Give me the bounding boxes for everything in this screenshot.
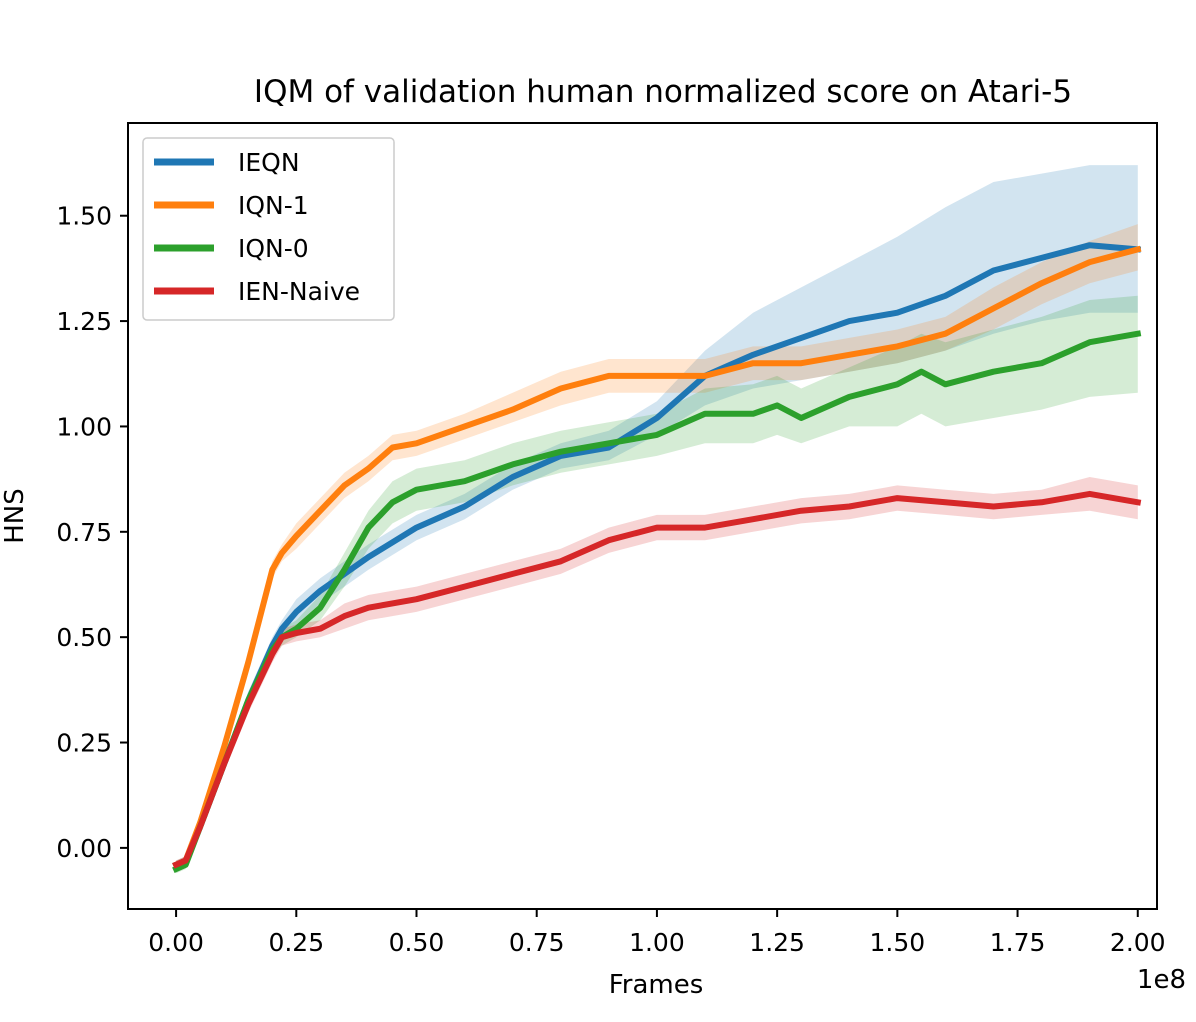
- x-tick-label: 1.75: [990, 928, 1046, 957]
- y-tick-label: 1.25: [56, 307, 112, 336]
- x-ticks-layer: 0.00 0.25 0.50 0.75 1.00 1.25 1.50 1.75 2.00: [148, 909, 1166, 957]
- series-line-ien-naive: [172, 490, 1142, 869]
- legend: IEQN IQN-1 IQN-0 IEN-Naive: [142, 137, 395, 321]
- x-tick-label: 1.25: [749, 928, 805, 957]
- y-tick-label: 0.00: [56, 834, 112, 863]
- x-tick-label: 0.00: [148, 928, 204, 957]
- chart-title: IQM of validation human normalized score…: [254, 74, 1072, 110]
- legend-box: [142, 137, 395, 321]
- x-axis-label: Frames: [609, 970, 704, 1000]
- y-tick-label: 1.00: [56, 412, 112, 441]
- y-tick-label: 0.75: [56, 518, 112, 547]
- y-tick-label: 1.50: [56, 202, 112, 231]
- x-tick-label: 0.75: [509, 928, 565, 957]
- y-ticks-layer: 0.00 0.25 0.50 0.75 1.00 1.25 1.50: [56, 202, 128, 863]
- series-band-iqn-0: [176, 295, 1138, 874]
- y-axis-label: HNS: [0, 488, 30, 544]
- series-band-ieqn: [176, 165, 1138, 870]
- x-tick-label: 1.50: [870, 928, 926, 957]
- y-tick-label: 0.25: [56, 729, 112, 758]
- legend-label: IEN-Naive: [238, 277, 360, 306]
- x-tick-label: 0.50: [389, 928, 445, 957]
- legend-label: IEQN: [238, 148, 300, 177]
- legend-label: IQN-1: [238, 191, 309, 220]
- series-line-iqn-1: [172, 245, 1142, 869]
- x-tick-label: 0.25: [268, 928, 324, 957]
- plot-area: [127, 122, 1158, 910]
- x-tick-label: 2.00: [1110, 928, 1166, 957]
- series-band-iqn-1: [176, 224, 1138, 870]
- legend-label: IQN-0: [238, 234, 309, 263]
- x-axis-offset-label: 1e8: [1137, 965, 1186, 995]
- y-tick-label: 0.50: [56, 623, 112, 652]
- x-tick-label: 1.00: [629, 928, 685, 957]
- bands-layer: [176, 165, 1138, 874]
- lines-layer: [172, 242, 1142, 873]
